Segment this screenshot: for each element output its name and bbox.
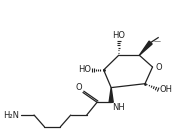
Text: OH: OH xyxy=(159,85,172,94)
Polygon shape xyxy=(139,41,152,55)
Text: NH: NH xyxy=(112,103,125,112)
Text: H₂N: H₂N xyxy=(3,111,19,120)
Text: —: — xyxy=(153,38,160,45)
Polygon shape xyxy=(109,88,113,102)
Text: HO: HO xyxy=(78,65,91,75)
Text: O: O xyxy=(75,82,82,92)
Text: HO: HO xyxy=(112,31,125,40)
Text: O: O xyxy=(155,62,162,72)
